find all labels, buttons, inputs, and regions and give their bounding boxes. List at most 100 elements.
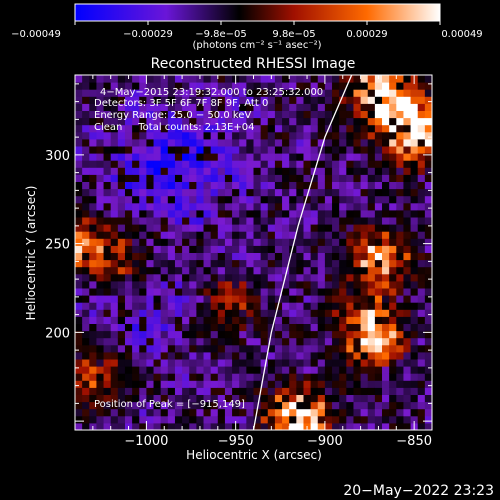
heatmap-cell [410,209,419,218]
heatmap-cell [324,110,333,119]
heatmap-cell [346,273,354,282]
heatmap-cell [117,167,126,175]
heatmap-cell [189,266,197,275]
heatmap-cell [96,387,105,395]
heatmap-cell [324,380,333,388]
heatmap-cell [253,259,262,268]
heatmap-cell [75,110,83,119]
heatmap-cell [210,124,219,133]
heatmap-cell [224,323,233,332]
heatmap-cell [253,323,262,332]
heatmap-cell [339,138,347,147]
heatmap-cell [224,103,233,111]
heatmap-cell [332,366,340,374]
heatmap-cell [410,146,419,154]
heatmap-cell [75,266,83,275]
heatmap-cell [289,309,297,317]
heatmap-cell [217,174,226,182]
heatmap-cell [274,309,283,317]
heatmap-cell [210,273,219,282]
heatmap-cell [360,302,369,310]
heatmap-cell [75,252,83,261]
heatmap-cell [296,309,304,317]
heatmap-cell [153,351,162,360]
heatmap-cell [239,323,247,332]
heatmap-cell [389,295,397,303]
heatmap-cell [360,401,369,410]
heatmap-cell [310,380,319,388]
heatmap-cell [139,209,147,218]
y-tick-label: 200 [45,326,70,341]
heatmap-cell [296,323,304,332]
heatmap-cell [374,110,383,119]
heatmap-cell [296,344,304,353]
heatmap-cell [424,408,432,417]
heatmap-cell [160,117,169,126]
heatmap-cell [146,131,155,140]
heatmap-cell [96,373,105,381]
heatmap-cell [232,373,240,381]
heatmap-cell [117,266,126,275]
heatmap-cell [367,351,376,360]
heatmap-cell [339,209,347,218]
heatmap-cell [110,231,119,239]
heatmap-cell [239,401,247,410]
heatmap-cell [203,351,212,360]
heatmap-cell [210,188,219,197]
heatmap-cell [103,252,112,261]
heatmap-cell [153,295,162,303]
heatmap-cell [210,75,219,83]
heatmap-cell [82,380,90,388]
heatmap-cell [196,231,205,239]
heatmap-cell [182,188,190,197]
heatmap-cell [96,266,105,275]
heatmap-cell [153,366,162,374]
heatmap-cell [303,309,312,317]
heatmap-cell [260,387,269,395]
heatmap-cell [75,344,83,353]
heatmap-cell [167,231,176,239]
heatmap-cell [346,231,354,239]
heatmap-cell [382,160,390,168]
heatmap-cell [160,89,169,97]
heatmap-cell [353,209,362,218]
heatmap-cell [139,103,147,111]
heatmap-cell [132,188,140,197]
heatmap-cell [139,359,147,367]
heatmap-cell [289,330,297,339]
heatmap-cell [417,217,426,225]
heatmap-cell [75,259,83,268]
heatmap-cell [424,280,432,289]
heatmap-cell [360,82,369,90]
heatmap-cell [410,82,419,90]
heatmap-cell [389,366,397,374]
heatmap-cell [389,146,397,154]
heatmap-cell [124,380,133,388]
heatmap-cell [367,209,376,218]
heatmap-cell [75,153,83,161]
heatmap-cell [182,394,190,403]
heatmap-cell [260,160,269,168]
heatmap-cell [346,401,354,410]
heatmap-cell [103,195,112,204]
heatmap-cell [189,337,197,346]
heatmap-cell [396,302,404,310]
heatmap-cell [410,89,419,97]
heatmap-cell [310,266,319,275]
heatmap-cell [182,174,190,182]
heatmap-cell [267,366,276,374]
heatmap-cell [132,245,140,253]
heatmap-cell [360,309,369,317]
heatmap-cell [167,302,176,310]
heatmap-cell [417,231,426,239]
heatmap-cell [382,153,390,161]
heatmap-cell [160,131,169,140]
heatmap-cell [303,344,312,353]
heatmap-cell [153,146,162,154]
heatmap-cell [210,422,219,430]
heatmap-cell [189,138,197,147]
heatmap-cell [374,89,383,97]
heatmap-cell [167,82,176,90]
heatmap-cell [224,387,233,395]
heatmap-cell [367,167,376,175]
